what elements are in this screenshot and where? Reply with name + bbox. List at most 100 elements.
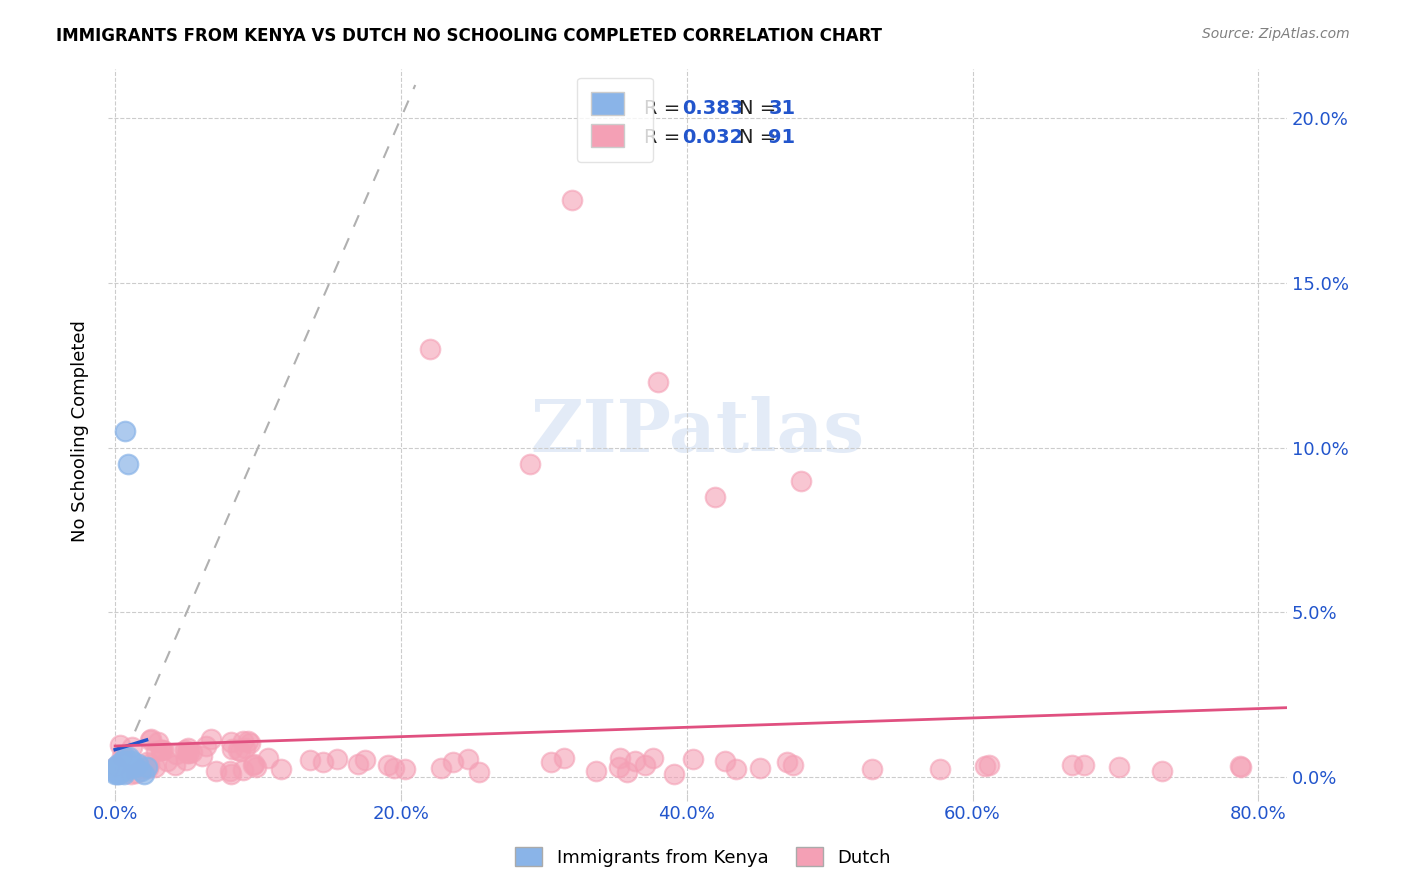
Point — [634, 757, 657, 772]
Point — [346, 756, 368, 771]
Point — [129, 764, 152, 778]
Point — [121, 754, 143, 768]
Point — [121, 739, 143, 754]
Point — [979, 758, 1001, 772]
Point — [585, 764, 607, 778]
Point — [1150, 764, 1173, 778]
Point — [135, 760, 157, 774]
Point — [107, 757, 129, 772]
Point — [115, 754, 138, 768]
Point — [724, 762, 747, 776]
Point — [219, 735, 242, 749]
Point — [236, 734, 259, 748]
Point — [174, 743, 197, 757]
Point — [125, 766, 148, 780]
Point — [929, 762, 952, 776]
Legend: , : , — [576, 78, 652, 161]
Text: 0.032: 0.032 — [682, 128, 744, 147]
Text: IMMIGRANTS FROM KENYA VS DUTCH NO SCHOOLING COMPLETED CORRELATION CHART: IMMIGRANTS FROM KENYA VS DUTCH NO SCHOOL… — [56, 27, 882, 45]
Point — [228, 744, 250, 758]
Point — [353, 753, 375, 767]
Point — [120, 766, 142, 780]
Text: N =: N = — [738, 99, 782, 118]
Point — [127, 757, 149, 772]
Text: R =: R = — [644, 99, 688, 118]
Point — [177, 741, 200, 756]
Point — [132, 767, 155, 781]
Point — [609, 760, 631, 774]
Point — [682, 752, 704, 766]
Point — [298, 753, 321, 767]
Point — [221, 741, 243, 756]
Point — [176, 746, 198, 760]
Point — [163, 758, 186, 772]
Point — [1230, 760, 1253, 774]
Point — [108, 767, 131, 781]
Point — [782, 758, 804, 772]
Text: 31: 31 — [768, 99, 796, 118]
Point — [704, 490, 727, 504]
Point — [152, 743, 174, 757]
Point — [219, 766, 242, 780]
Point — [143, 760, 166, 774]
Point — [104, 764, 127, 778]
Point — [242, 758, 264, 772]
Point — [394, 762, 416, 776]
Point — [150, 743, 173, 757]
Point — [325, 752, 347, 766]
Point — [382, 761, 405, 775]
Point — [139, 731, 162, 746]
Point — [145, 744, 167, 758]
Point — [105, 767, 128, 781]
Point — [641, 750, 664, 764]
Point — [117, 457, 139, 471]
Point — [194, 739, 217, 753]
Point — [441, 755, 464, 769]
Point — [200, 732, 222, 747]
Point — [312, 756, 335, 770]
Point — [256, 751, 278, 765]
Point — [146, 734, 169, 748]
Point — [114, 750, 136, 764]
Text: N =: N = — [738, 128, 782, 147]
Point — [110, 757, 132, 772]
Point — [973, 759, 995, 773]
Point — [110, 764, 132, 778]
Point — [1060, 757, 1083, 772]
Point — [138, 756, 160, 771]
Point — [616, 765, 638, 780]
Point — [181, 745, 204, 759]
Point — [107, 764, 129, 778]
Point — [1229, 759, 1251, 773]
Point — [112, 757, 135, 772]
Point — [120, 757, 142, 772]
Point — [124, 760, 146, 774]
Point — [135, 755, 157, 769]
Point — [468, 764, 491, 779]
Point — [418, 342, 440, 356]
Point — [219, 764, 242, 778]
Point — [239, 736, 262, 750]
Point — [165, 747, 187, 761]
Text: 91: 91 — [768, 128, 796, 147]
Point — [118, 760, 141, 774]
Point — [714, 754, 737, 768]
Point — [138, 732, 160, 747]
Point — [131, 761, 153, 775]
Point — [377, 757, 399, 772]
Point — [243, 757, 266, 772]
Point — [115, 760, 138, 774]
Legend: Immigrants from Kenya, Dutch: Immigrants from Kenya, Dutch — [508, 840, 898, 874]
Point — [111, 760, 134, 774]
Point — [118, 750, 141, 764]
Point — [104, 767, 127, 781]
Point — [775, 756, 797, 770]
Point — [748, 761, 770, 775]
Point — [647, 375, 669, 389]
Point — [174, 753, 197, 767]
Point — [111, 754, 134, 768]
Point — [232, 763, 254, 777]
Point — [226, 743, 249, 757]
Point — [245, 760, 267, 774]
Point — [430, 760, 453, 774]
